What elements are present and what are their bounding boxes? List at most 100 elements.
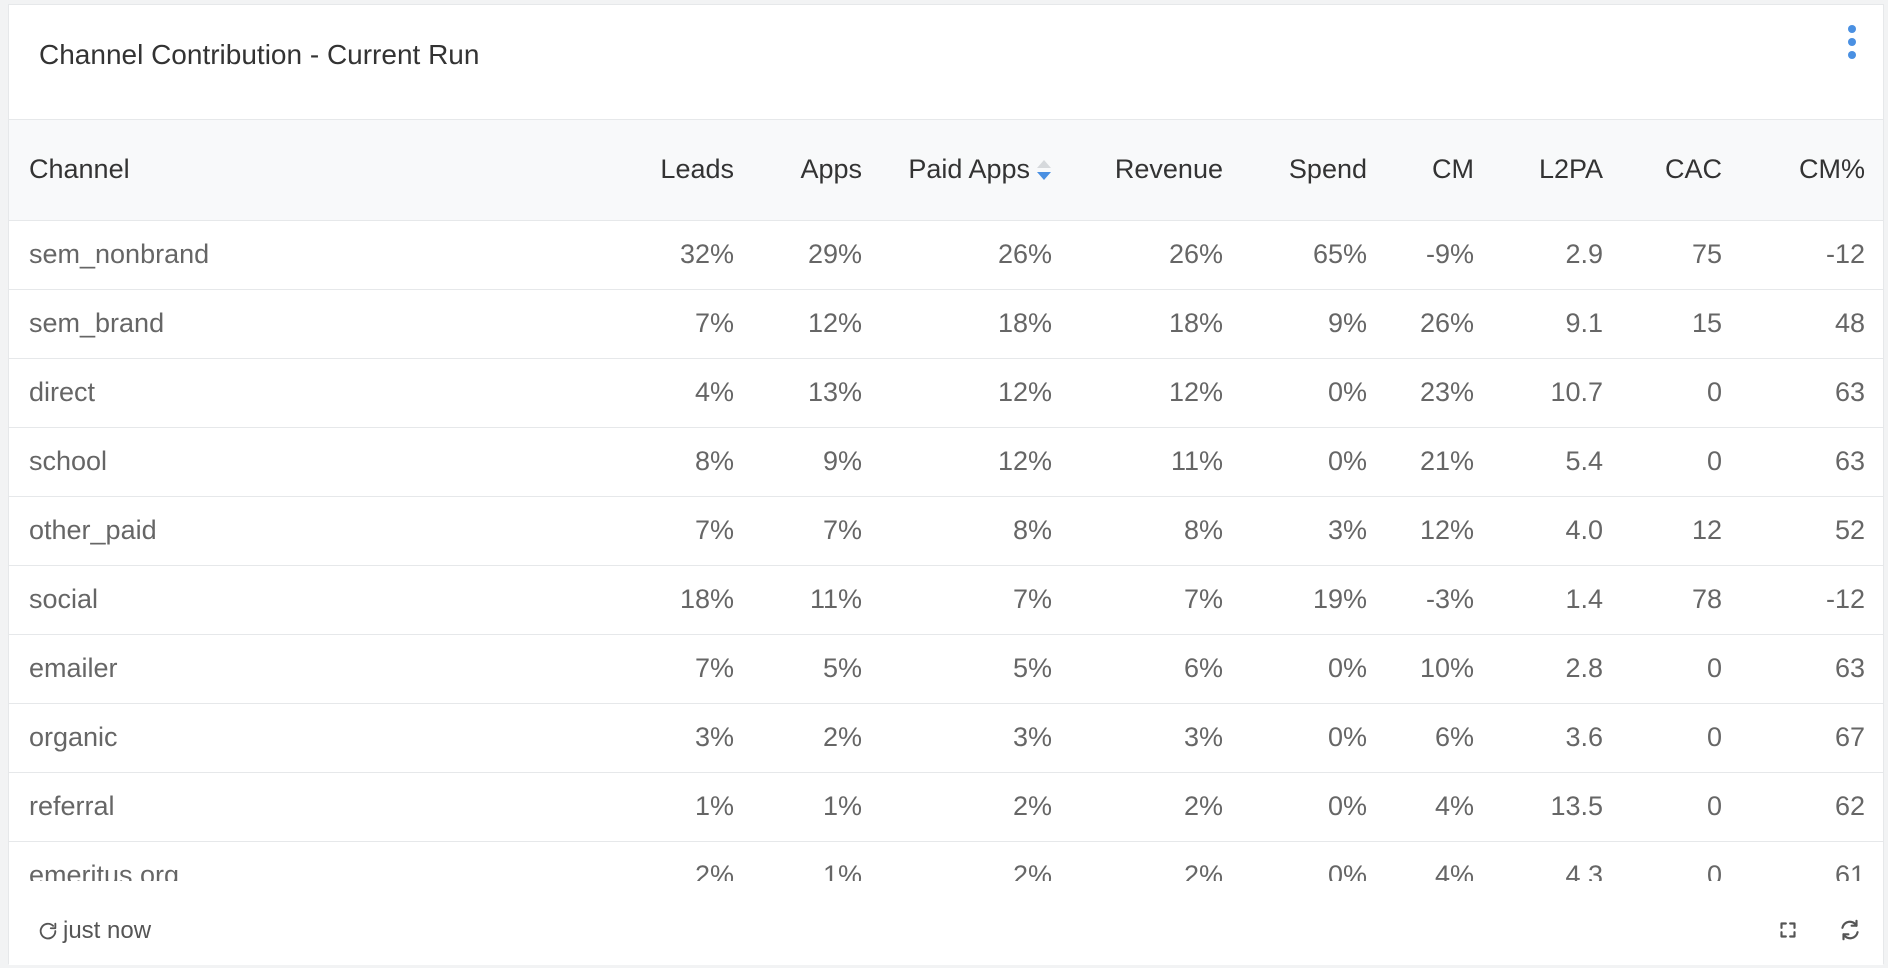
cell-spend: 0% [1243, 427, 1387, 497]
cell-l2pa: 2.9 [1494, 220, 1623, 290]
cell-cac: 0 [1623, 427, 1742, 497]
cell-leads: 4% [617, 358, 754, 428]
cell-cac: 0 [1623, 841, 1742, 881]
cell-leads: 3% [617, 703, 754, 773]
cell-apps: 29% [754, 220, 882, 290]
cell-channel: direct [9, 358, 617, 428]
cell-cm-percent: 62 [1742, 772, 1883, 842]
cell-cac: 15 [1623, 289, 1742, 359]
cell-channel: emailer [9, 634, 617, 704]
column-header-cm-percent[interactable]: CM% [1742, 120, 1883, 221]
refresh-icon[interactable] [1837, 917, 1863, 943]
table-row: emeritus.org 2% 1% 2% 2% 0% 4% 4.3 0 61 [9, 841, 1883, 881]
table-row: social 18% 11% 7% 7% 19% -3% 1.4 78 -12 [9, 565, 1883, 635]
cell-channel: organic [9, 703, 617, 773]
cell-cm: 10% [1387, 634, 1494, 704]
cell-paid-apps: 3% [882, 703, 1072, 773]
cell-apps: 1% [754, 841, 882, 881]
kebab-menu-icon[interactable] [1845, 23, 1859, 61]
cell-paid-apps: 8% [882, 496, 1072, 566]
cell-paid-apps: 2% [882, 841, 1072, 881]
cell-revenue: 2% [1072, 772, 1243, 842]
cell-spend: 3% [1243, 496, 1387, 566]
cell-l2pa: 4.0 [1494, 496, 1623, 566]
expand-icon[interactable] [1775, 917, 1801, 943]
cell-cac: 78 [1623, 565, 1742, 635]
cell-leads: 7% [617, 289, 754, 359]
column-header-revenue[interactable]: Revenue [1072, 120, 1243, 221]
column-header-paid-apps[interactable]: Paid Apps [882, 120, 1072, 221]
cell-l2pa: 5.4 [1494, 427, 1623, 497]
cell-channel: referral [9, 772, 617, 842]
cell-revenue: 7% [1072, 565, 1243, 635]
cell-paid-apps: 26% [882, 220, 1072, 290]
cell-leads: 7% [617, 496, 754, 566]
cell-cm-percent: -12 [1742, 220, 1883, 290]
cell-cac: 0 [1623, 772, 1742, 842]
cell-leads: 7% [617, 634, 754, 704]
cell-cac: 0 [1623, 358, 1742, 428]
cell-l2pa: 10.7 [1494, 358, 1623, 428]
cell-revenue: 18% [1072, 289, 1243, 359]
cell-revenue: 26% [1072, 220, 1243, 290]
cell-cm: 23% [1387, 358, 1494, 428]
cell-apps: 1% [754, 772, 882, 842]
column-header-l2pa[interactable]: L2PA [1494, 120, 1623, 221]
cell-channel: sem_nonbrand [9, 220, 617, 290]
cell-paid-apps: 5% [882, 634, 1072, 704]
sort-descending-icon[interactable] [1036, 157, 1052, 185]
cell-paid-apps: 12% [882, 427, 1072, 497]
cell-apps: 2% [754, 703, 882, 773]
column-header-apps[interactable]: Apps [754, 120, 882, 221]
cell-cm: 26% [1387, 289, 1494, 359]
cell-apps: 5% [754, 634, 882, 704]
cell-revenue: 3% [1072, 703, 1243, 773]
column-header-spend[interactable]: Spend [1243, 120, 1387, 221]
cell-apps: 7% [754, 496, 882, 566]
cell-revenue: 8% [1072, 496, 1243, 566]
cell-cm-percent: 63 [1742, 427, 1883, 497]
cell-l2pa: 9.1 [1494, 289, 1623, 359]
cell-leads: 2% [617, 841, 754, 881]
table-row: direct 4% 13% 12% 12% 0% 23% 10.7 0 63 [9, 358, 1883, 428]
column-header-channel[interactable]: Channel [9, 120, 617, 221]
cell-cac: 12 [1623, 496, 1742, 566]
cell-apps: 12% [754, 289, 882, 359]
table-row: other_paid 7% 7% 8% 8% 3% 12% 4.0 12 52 [9, 496, 1883, 566]
cell-cac: 0 [1623, 703, 1742, 773]
cell-paid-apps: 2% [882, 772, 1072, 842]
column-header-cm[interactable]: CM [1387, 120, 1494, 221]
cell-spend: 0% [1243, 841, 1387, 881]
last-updated-text: just now [63, 917, 152, 944]
cell-l2pa: 13.5 [1494, 772, 1623, 842]
table-row: emailer 7% 5% 5% 6% 0% 10% 2.8 0 63 [9, 634, 1883, 704]
cell-spend: 9% [1243, 289, 1387, 359]
cell-spend: 0% [1243, 358, 1387, 428]
cell-revenue: 6% [1072, 634, 1243, 704]
table-viewport[interactable]: Channel Leads Apps Paid Apps Revenue Spe… [9, 119, 1883, 881]
table-header-row: Channel Leads Apps Paid Apps Revenue Spe… [9, 120, 1883, 221]
cell-cm-percent: -12 [1742, 565, 1883, 635]
cell-cm: 21% [1387, 427, 1494, 497]
cell-cm-percent: 63 [1742, 358, 1883, 428]
cell-channel: emeritus.org [9, 841, 617, 881]
table-row: school 8% 9% 12% 11% 0% 21% 5.4 0 63 [9, 427, 1883, 497]
last-updated-indicator: just now [37, 917, 151, 945]
column-header-leads[interactable]: Leads [617, 120, 754, 221]
cell-channel: school [9, 427, 617, 497]
cell-cm: -3% [1387, 565, 1494, 635]
cell-paid-apps: 7% [882, 565, 1072, 635]
column-header-cac[interactable]: CAC [1623, 120, 1742, 221]
channel-table: Channel Leads Apps Paid Apps Revenue Spe… [9, 120, 1883, 881]
cell-leads: 18% [617, 565, 754, 635]
cell-l2pa: 2.8 [1494, 634, 1623, 704]
cell-cm: 6% [1387, 703, 1494, 773]
cell-l2pa: 1.4 [1494, 565, 1623, 635]
table-row: sem_nonbrand 32% 29% 26% 26% 65% -9% 2.9… [9, 220, 1883, 290]
table-row: sem_brand 7% 12% 18% 18% 9% 26% 9.1 15 4… [9, 289, 1883, 359]
cell-channel: other_paid [9, 496, 617, 566]
cell-spend: 19% [1243, 565, 1387, 635]
cell-l2pa: 4.3 [1494, 841, 1623, 881]
cell-cm: 4% [1387, 841, 1494, 881]
cell-leads: 1% [617, 772, 754, 842]
